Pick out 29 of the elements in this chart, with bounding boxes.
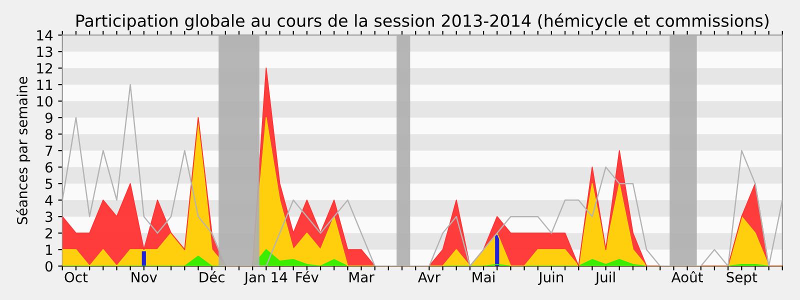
y-tick-label: 13: [37, 46, 52, 58]
y-tick-label: 5: [46, 178, 52, 190]
y-tick-label: 10: [37, 96, 52, 107]
y-tick-label: 9: [45, 112, 52, 124]
y-tick-label: 0: [45, 261, 52, 272]
y-tick-label: 14: [37, 30, 53, 40]
x-tick-label: Sept: [726, 272, 758, 286]
y-tick-label: 1: [46, 244, 52, 255]
x-tick-label: Avr: [418, 272, 440, 282]
x-tick-label: Août: [671, 271, 703, 282]
y-tick-label: 6: [46, 162, 52, 173]
x-tick-label: Mar: [350, 272, 374, 282]
x-tick-label: Fév: [296, 271, 319, 282]
y-tick-label: 12: [37, 63, 52, 74]
y-tick-label: 4: [45, 195, 53, 206]
x-tick-label: Nov: [132, 272, 158, 282]
y-tick-label: 11: [37, 80, 52, 90]
x-tick-label: Juin: [538, 272, 564, 285]
y-tick-label: 3: [46, 212, 52, 222]
x-tick-label: Mai: [472, 272, 494, 282]
y-tick-label: 8: [45, 129, 52, 140]
y-tick-label: 7: [46, 146, 52, 156]
x-tick-label: Oct: [64, 272, 88, 282]
chart-title: Participation globale au cours de la session 2013-2014 (hémicycle et commissions): [76, 13, 768, 30]
x-tick-label: Déc: [200, 271, 224, 282]
y-tick-label: 2: [46, 228, 52, 238]
x-tick-label: Juil: [594, 272, 615, 285]
x-tick-label: Jan 14: [244, 272, 288, 285]
y-axis-title: Séances par semaine: [16, 76, 30, 224]
